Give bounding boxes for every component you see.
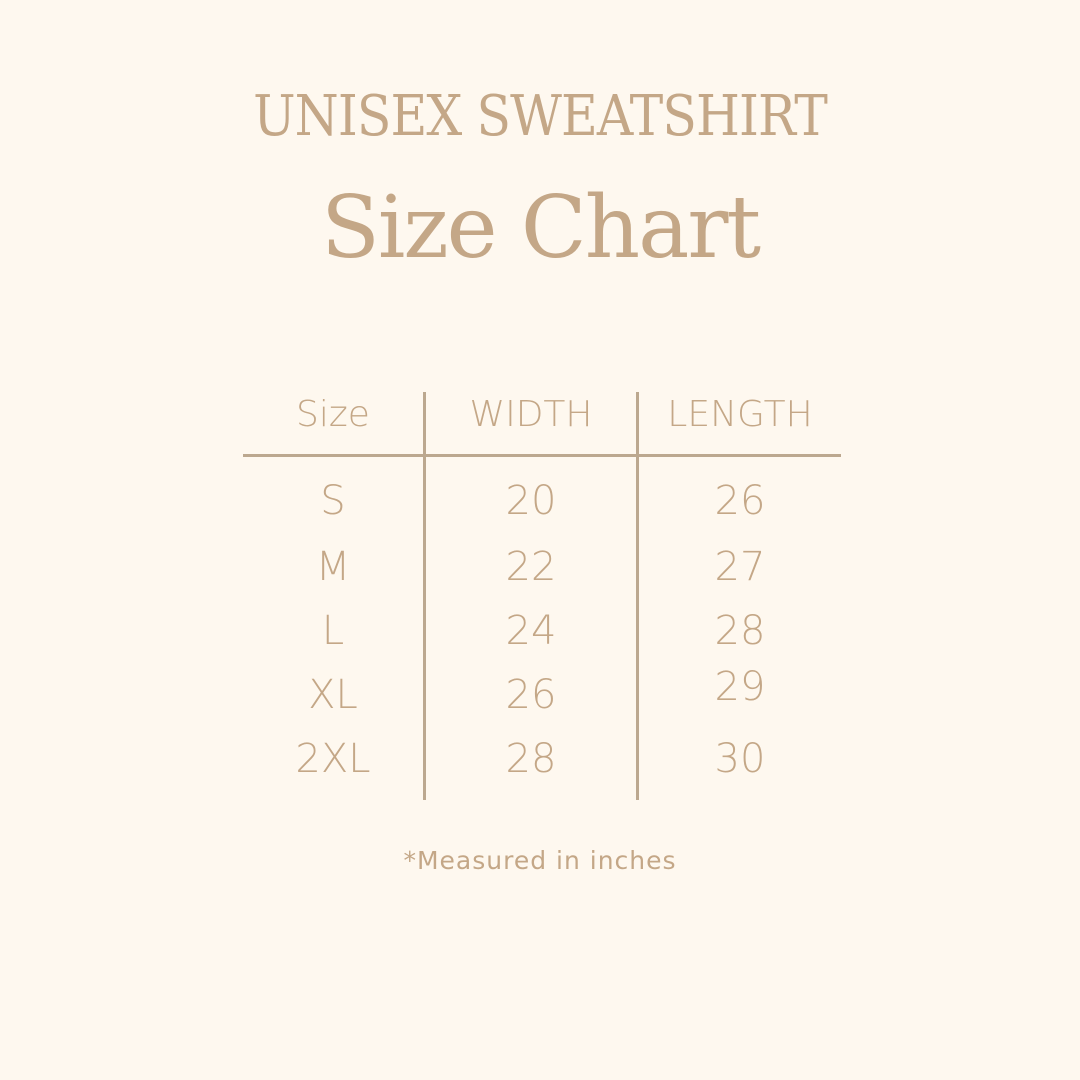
cell-length: 30 <box>714 736 766 782</box>
header-divider <box>243 454 841 457</box>
cell-size: S <box>320 478 346 524</box>
cell-width: 22 <box>505 544 557 590</box>
cell-size: 2XL <box>295 736 371 782</box>
cell-size: L <box>321 608 345 654</box>
header-size: Size <box>296 394 370 435</box>
cell-length: 29 <box>714 664 766 710</box>
header-width: WIDTH <box>469 394 593 435</box>
cell-width: 26 <box>505 672 557 718</box>
cell-length: 26 <box>714 478 766 524</box>
cell-size: M <box>315 544 351 590</box>
column-divider-2 <box>636 392 639 800</box>
column-divider-1 <box>423 392 426 800</box>
product-title: UNISEX SWEATSHIRT <box>253 84 828 149</box>
cell-length: 28 <box>714 608 766 654</box>
cell-size: XL <box>308 672 358 718</box>
measurement-note: *Measured in inches <box>403 846 677 875</box>
cell-length: 27 <box>714 544 766 590</box>
header-length: LENGTH <box>667 394 813 435</box>
cell-width: 20 <box>505 478 557 524</box>
cell-width: 24 <box>505 608 557 654</box>
cell-width: 28 <box>505 736 557 782</box>
chart-title: Size Chart <box>320 178 761 278</box>
